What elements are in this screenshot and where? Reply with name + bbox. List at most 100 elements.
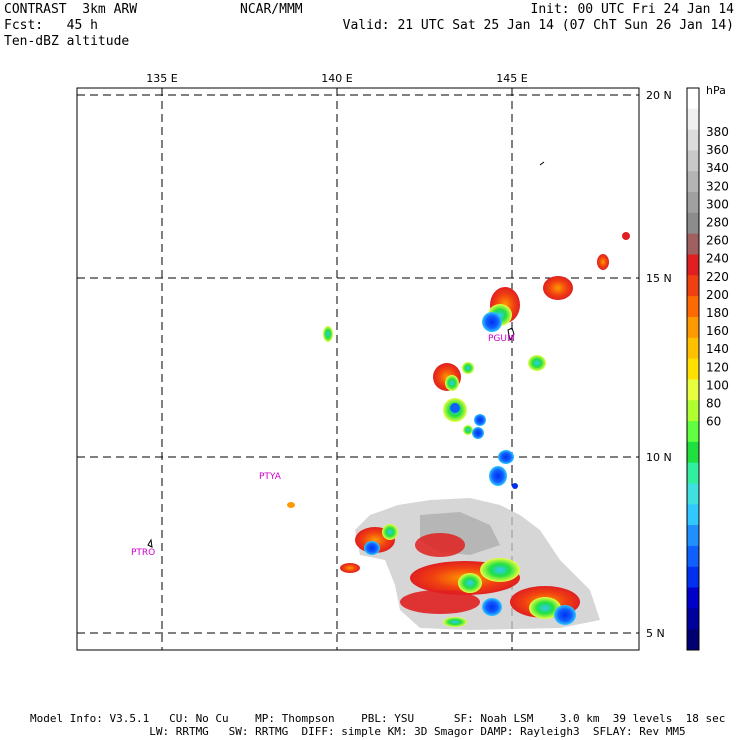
- cell-s8: [529, 597, 561, 619]
- lat-label-15: 15 N: [646, 272, 672, 285]
- colorbar-tick-label: 380: [706, 125, 729, 139]
- echo-field: [287, 232, 630, 630]
- colorbar-swatch: [687, 441, 699, 464]
- colorbar-frame: [686, 87, 700, 651]
- guam-outline: [507, 327, 515, 342]
- colorbar-swatch: [687, 150, 699, 172]
- cell-n7: [463, 425, 473, 435]
- colorbar-swatch: [687, 379, 699, 401]
- cell-s9: [554, 605, 576, 625]
- lon-label-140: 140 E: [321, 72, 352, 85]
- colorbar-swatch: [687, 129, 699, 151]
- colorbar-swatch: [687, 629, 699, 651]
- graticule: [77, 88, 639, 650]
- station-pgum: PGUM: [488, 334, 515, 344]
- colorbar-swatch: [687, 212, 699, 235]
- colorbar: [687, 88, 699, 651]
- cell-n2: [445, 375, 459, 391]
- colorbar-swatch: [687, 545, 699, 568]
- cell-m4: [287, 502, 295, 508]
- cell-g8: [323, 326, 333, 342]
- coastlines: [147, 161, 545, 548]
- lat-label-20: 20 N: [646, 89, 672, 102]
- valid-time: Valid: 21 UTC Sat 25 Jan 14 (07 ChT Sun …: [342, 18, 734, 33]
- cell-s10: [482, 598, 502, 616]
- colorbar-tick-label: 140: [706, 342, 729, 356]
- colorbar-swatch: [687, 483, 699, 505]
- colorbar-swatch: [687, 462, 699, 484]
- cell-s13: [443, 617, 467, 627]
- station-ptro: PTRO: [131, 548, 155, 558]
- colorbar-swatch: [687, 566, 699, 589]
- colorbar-tick-label: 320: [706, 179, 729, 193]
- cell-g4: [528, 355, 546, 371]
- lat-label-5: 5 N: [646, 627, 665, 640]
- colorbar-tick-label: 240: [706, 252, 729, 266]
- cell-n3: [462, 362, 474, 374]
- colorbar-tick-label: 300: [706, 197, 729, 211]
- colorbar-swatch: [687, 275, 699, 297]
- colorbar-swatch: [687, 525, 699, 547]
- cell-g3: [482, 312, 502, 332]
- cell-s7: [458, 573, 482, 593]
- cell-s12: [382, 524, 398, 540]
- colorbar-swatch: [687, 587, 699, 609]
- colorbar-swatch: [687, 108, 699, 131]
- forecast-hour: Fcst: 45 h: [4, 18, 98, 33]
- init-time: Init: 00 UTC Fri 24 Jan 14: [530, 2, 735, 17]
- colorbar-labels: 380 360 340 320 300 280 260 240 220 200 180 160 140 1…: [706, 125, 729, 429]
- model-info-line1: Model Info: V3.5.1 CU: No Cu MP: Thompso…: [30, 712, 726, 725]
- colorbar-swatch: [687, 171, 699, 193]
- cell-n8: [472, 427, 484, 439]
- model-info-line2: LW: RRTMG SW: RRTMG DIFF: simple KM: 3D …: [30, 725, 686, 738]
- lon-label-135: 135 E: [146, 72, 177, 85]
- colorbar-tick-label: 180: [706, 306, 729, 320]
- cell-s4: [400, 590, 480, 614]
- colorbar-tick-label: 120: [706, 360, 729, 374]
- cell-n6: [474, 414, 486, 426]
- colorbar-tick-label: 200: [706, 288, 729, 302]
- cell-m3: [512, 483, 518, 489]
- cell-g6: [597, 254, 609, 270]
- colorbar-tick-label: 360: [706, 143, 729, 157]
- colorbar-tick-label: 340: [706, 161, 729, 175]
- field-name: Ten-dBZ altitude: [4, 34, 130, 49]
- cell-g5: [543, 276, 573, 300]
- cell-n5: [450, 403, 460, 413]
- colorbar-tick-label: 160: [706, 324, 729, 338]
- colorbar-tick-label: 80: [706, 397, 721, 411]
- colorbar-swatch: [687, 233, 699, 256]
- colorbar-swatch: [687, 316, 699, 339]
- colorbar-tick-label: 60: [706, 415, 721, 429]
- cell-g7: [622, 232, 630, 240]
- cell-s2: [415, 533, 465, 557]
- colorbar-swatch: [687, 504, 699, 526]
- colorbar-tick-label: 260: [706, 234, 729, 248]
- cell-m1: [489, 466, 507, 486]
- colorbar-swatch: [687, 296, 699, 318]
- lat-label-10: 10 N: [646, 451, 672, 464]
- cell-s11: [364, 541, 380, 555]
- organization: NCAR/MMM: [240, 2, 303, 17]
- colorbar-swatch: [687, 608, 699, 630]
- colorbar-swatch: [687, 337, 699, 360]
- palau-outline: [147, 538, 153, 548]
- cell-s6: [480, 558, 520, 582]
- colorbar-swatch: [687, 421, 699, 443]
- colorbar-unit: hPa: [706, 84, 726, 97]
- cell-s14: [340, 563, 360, 573]
- colorbar-tick-label: 100: [706, 378, 729, 392]
- colorbar-tick-label: 220: [706, 270, 729, 284]
- cell-m2: [498, 450, 514, 464]
- colorbar-swatch: [687, 400, 699, 422]
- colorbar-tick-label: 280: [706, 216, 729, 230]
- lon-label-145: 145 E: [496, 72, 527, 85]
- colorbar-swatch: [687, 358, 699, 380]
- colorbar-swatch: [687, 192, 699, 214]
- colorbar-swatch: [687, 88, 699, 110]
- colorbar-swatch: [687, 254, 699, 276]
- product-title: CONTRAST 3km ARW: [4, 2, 138, 17]
- island-outline: [539, 161, 545, 166]
- station-ptya: PTYA: [259, 472, 282, 482]
